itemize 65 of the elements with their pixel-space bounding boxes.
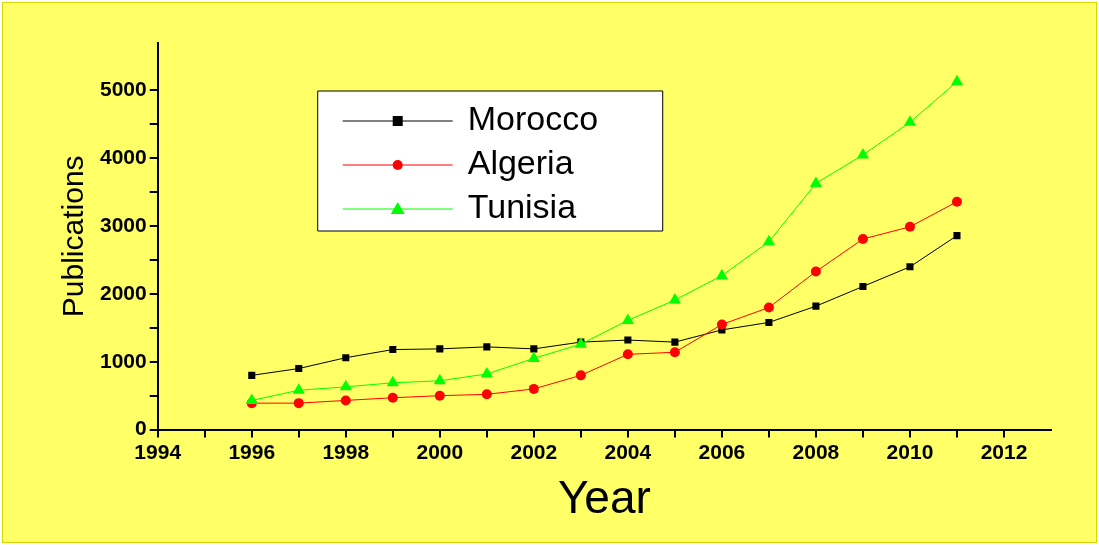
point [527, 351, 540, 362]
point [387, 392, 398, 403]
point [715, 268, 728, 280]
legend-label: Morocco [467, 99, 599, 138]
point [812, 302, 820, 310]
y-tick-label: 5000 [100, 77, 147, 101]
point [622, 349, 633, 360]
legend-label: Tunisia [467, 187, 577, 226]
point [342, 354, 350, 362]
point [386, 375, 399, 387]
y-tick-label: 4000 [100, 145, 147, 169]
point [669, 347, 680, 358]
x-tick-label: 2004 [604, 440, 652, 463]
x-axis-title: Year [557, 471, 651, 524]
x-tick-label: 1996 [228, 440, 276, 463]
point [292, 383, 305, 394]
point [575, 370, 586, 381]
y-axis-title: Publications [56, 155, 90, 318]
point [668, 293, 681, 304]
x-tick-label: 1998 [322, 440, 370, 463]
y-tick-label: 3000 [100, 212, 147, 236]
point [530, 345, 538, 353]
point [481, 389, 492, 400]
point [389, 346, 397, 354]
x-tick-label: 2008 [792, 440, 840, 463]
point [480, 366, 493, 378]
point [859, 282, 867, 291]
point [856, 147, 869, 159]
y-tick-label: 0 [135, 416, 147, 440]
point [339, 379, 352, 391]
x-tick-label: 2006 [698, 440, 746, 463]
point [951, 196, 962, 207]
point [528, 383, 539, 394]
point [906, 263, 914, 271]
point [953, 232, 961, 240]
x-tick-label: 2002 [510, 440, 558, 463]
point [763, 302, 774, 313]
point [857, 234, 868, 245]
point [904, 221, 915, 232]
legend-label: Algeria [467, 143, 574, 182]
point [433, 373, 446, 385]
x-tick-label: 2010 [886, 440, 934, 463]
point [248, 371, 256, 379]
x-tick-label: 2012 [980, 440, 1028, 463]
point [762, 234, 775, 246]
point [245, 393, 258, 404]
point [436, 345, 444, 353]
point [765, 318, 773, 326]
x-tick-label: 1994 [134, 440, 182, 463]
point [810, 266, 821, 277]
x-tick-label: 2000 [416, 440, 464, 463]
point [809, 176, 822, 187]
point [434, 390, 445, 401]
point [950, 74, 964, 86]
point [671, 338, 679, 346]
point [483, 343, 491, 351]
point [340, 395, 351, 406]
point [624, 336, 632, 344]
point [903, 115, 917, 126]
point [716, 319, 727, 330]
y-tick-label: 1000 [100, 348, 147, 372]
y-tick-label: 2000 [100, 280, 147, 304]
point [293, 398, 304, 409]
point [295, 365, 303, 373]
point [621, 313, 634, 324]
